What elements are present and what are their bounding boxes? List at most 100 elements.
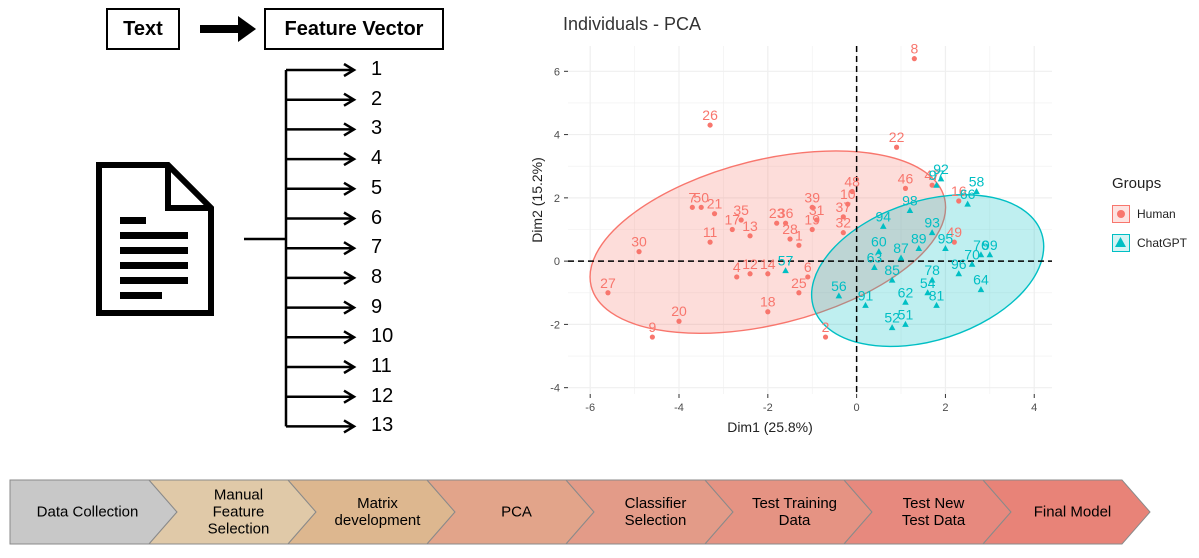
point-label: 52 — [884, 310, 900, 326]
pipeline-step-label: Matrix development — [308, 495, 448, 529]
pipeline-step-label: Manual Feature Selection — [169, 487, 309, 538]
human-point — [747, 271, 753, 277]
x-tick-label: 2 — [942, 402, 948, 414]
feature-number: 5 — [371, 176, 383, 199]
pipeline-step-line: Selection — [207, 520, 270, 538]
point-label: 37 — [836, 199, 852, 215]
arrowhead-icon — [343, 270, 357, 285]
pipeline-arrows — [9, 479, 1151, 545]
chatgpt-point — [955, 270, 963, 277]
pipeline-step-line: development — [334, 512, 421, 529]
pipeline-step-label: Test New Test Data — [864, 495, 1004, 529]
pipeline-step-label: Classifier Selection — [586, 495, 726, 529]
human-point — [747, 233, 753, 239]
feature-number: 9 — [371, 295, 383, 318]
chatgpt-point — [986, 251, 994, 258]
point-label: 78 — [924, 262, 940, 278]
pipeline-step-label: Data Collection — [18, 504, 158, 521]
point-label: 46 — [898, 170, 914, 186]
chatgpt-point — [977, 286, 985, 293]
feature-number: 4 — [371, 147, 383, 170]
point-label: 25 — [791, 275, 807, 291]
chatgpt-point — [937, 175, 945, 182]
point-label: 19 — [804, 211, 820, 227]
point-label: 6 — [804, 259, 812, 275]
point-label: 98 — [902, 193, 918, 209]
human-point — [845, 201, 851, 207]
human-point — [805, 274, 811, 280]
feature-vector-box: Feature Vector — [264, 8, 444, 50]
human-point — [893, 144, 900, 150]
feature-number: 13 — [371, 414, 394, 437]
human-point — [738, 217, 744, 223]
point-label: 64 — [973, 272, 989, 288]
point-label: 94 — [875, 208, 891, 224]
point-label: 8 — [910, 41, 918, 57]
x-tick-label: 4 — [1031, 402, 1037, 414]
human-point — [734, 274, 740, 280]
pipeline-step-line: Data — [778, 512, 811, 529]
point-label: 28 — [782, 221, 798, 237]
point-label: 76 — [973, 237, 989, 253]
human-point — [676, 318, 682, 324]
point-label: 58 — [969, 174, 985, 190]
point-label: 35 — [733, 202, 749, 218]
chatgpt-point — [902, 298, 909, 305]
point-label: 56 — [831, 278, 847, 294]
chatgpt-point — [871, 263, 878, 270]
pipeline-step-line: Selection — [624, 512, 687, 529]
chatgpt-point — [897, 254, 905, 261]
human-point — [707, 122, 713, 128]
feature-number: 1 — [371, 58, 383, 80]
arrowhead-icon — [343, 92, 357, 107]
feature-branch-arrows — [244, 62, 357, 434]
point-label: 21 — [707, 196, 723, 212]
arrowhead-icon — [343, 152, 357, 167]
human-point — [765, 309, 771, 315]
x-tick-label: -2 — [763, 402, 773, 414]
point-label: 14 — [760, 256, 776, 272]
point-label: 18 — [760, 294, 776, 310]
chatgpt-point — [928, 229, 936, 236]
human-point — [636, 249, 642, 255]
pipeline-step-line: Test New — [902, 495, 965, 512]
legend-label-human: Human — [1137, 207, 1176, 221]
y-tick-label: 6 — [554, 66, 560, 78]
chatgpt-point — [977, 251, 985, 258]
chatgpt-point — [835, 292, 843, 299]
human-point — [840, 230, 846, 236]
point-label: 47 — [924, 167, 940, 183]
arrowhead-icon — [343, 122, 357, 137]
pipeline-step-line: Test Training — [751, 495, 838, 512]
chatgpt-point — [906, 207, 914, 214]
arrowhead-icon — [343, 241, 357, 256]
point-label: 23 — [769, 205, 785, 221]
chatgpt-point — [888, 276, 896, 283]
feature-number: 3 — [371, 117, 383, 140]
y-tick-label: -4 — [550, 383, 560, 395]
feature-number: 2 — [371, 87, 383, 110]
human-point — [796, 290, 802, 296]
x-tick-label: -4 — [674, 402, 684, 414]
text-box: Text — [106, 8, 180, 50]
legend-key-human — [1112, 205, 1130, 223]
point-label: 32 — [836, 215, 852, 231]
human-point — [782, 220, 789, 226]
pipeline-step-shape — [981, 479, 1151, 545]
point-label: 62 — [898, 284, 914, 300]
point-label: 97 — [929, 167, 945, 183]
point-label: 91 — [858, 287, 874, 303]
feature-number: 8 — [371, 265, 383, 288]
point-label: 1 — [795, 227, 803, 243]
point-label: 66 — [960, 186, 976, 202]
feature-number: 7 — [371, 236, 383, 259]
chatgpt-point — [928, 276, 936, 283]
point-label: 96 — [951, 256, 967, 272]
chatgpt-point — [964, 200, 971, 207]
point-label: 7 — [688, 189, 696, 205]
chatgpt-ellipse — [810, 194, 1045, 348]
human-point — [911, 56, 917, 62]
human-point — [840, 214, 846, 220]
point-label: 9 — [648, 319, 656, 335]
human-point — [929, 182, 935, 188]
